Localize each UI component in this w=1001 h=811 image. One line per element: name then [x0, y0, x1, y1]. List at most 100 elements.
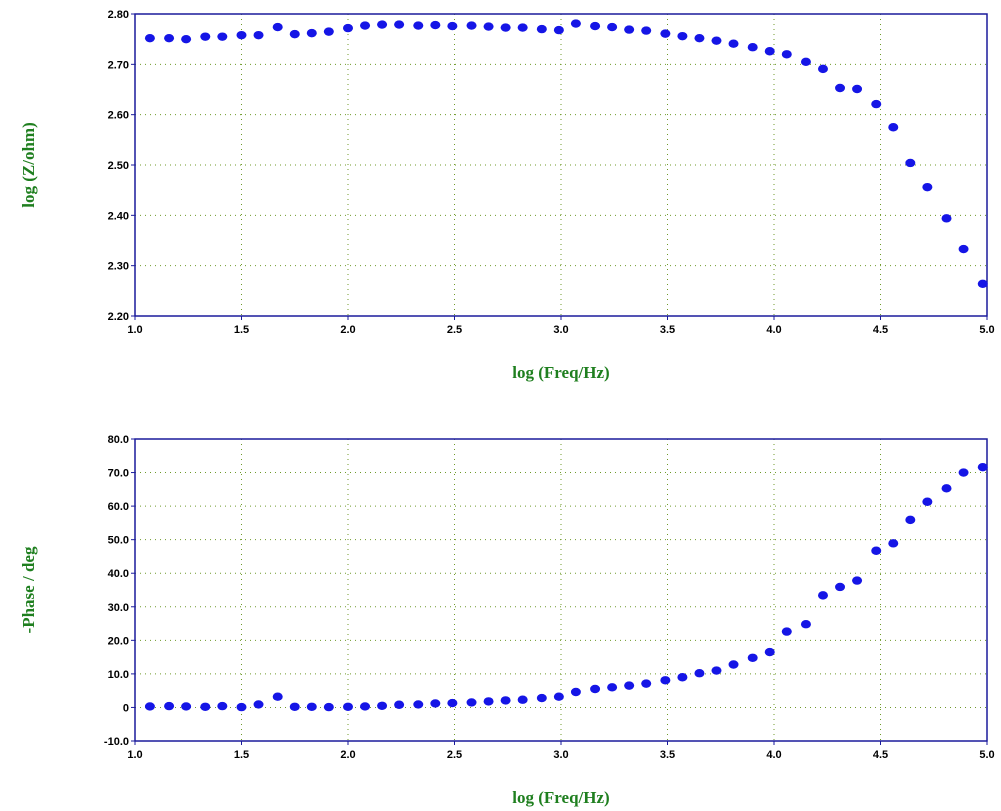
data-point: [817, 64, 828, 74]
data-point: [852, 84, 863, 94]
data-point: [835, 83, 846, 93]
data-point: [272, 22, 283, 32]
data-point: [570, 687, 581, 697]
x-tick-label: 4.5: [873, 749, 888, 761]
data-point: [607, 683, 618, 692]
data-point: [711, 36, 722, 45]
data-point: [835, 582, 846, 592]
data-point: [624, 681, 635, 690]
data-point: [236, 30, 247, 40]
y-tick-label: 30.0: [108, 602, 129, 614]
y-tick-label: 40.0: [108, 568, 129, 580]
data-point: [343, 23, 353, 33]
data-point: [941, 214, 952, 223]
data-point: [922, 182, 933, 192]
data-point: [977, 462, 988, 472]
y-tick-label: 0: [123, 702, 129, 714]
data-point: [590, 21, 601, 31]
x-tick-label: 2.0: [340, 749, 355, 761]
data-point: [144, 33, 155, 43]
data-point: [306, 702, 317, 711]
data-point: [517, 695, 528, 704]
x-tick-label: 4.5: [873, 324, 888, 336]
data-point: [607, 22, 618, 32]
data-point: [447, 21, 458, 31]
x-tick-label: 1.5: [234, 324, 249, 336]
y-tick-label: 2.80: [108, 9, 129, 21]
x-tick-label: 4.0: [766, 749, 781, 761]
data-point: [536, 24, 547, 34]
data-point: [164, 701, 175, 711]
data-point: [922, 497, 933, 506]
y-tick-label: 20.0: [108, 635, 129, 647]
data-point: [660, 676, 671, 685]
data-point: [236, 702, 247, 712]
y-tick-label: 2.30: [108, 261, 129, 273]
x-tick-label: 3.5: [660, 749, 675, 761]
data-point: [217, 32, 228, 41]
data-point: [306, 28, 317, 38]
data-point: [377, 701, 388, 710]
y-tick-label: 50.0: [108, 535, 129, 547]
log-impedance-chart: 1.0 1.5 2.0 2.5 3.0 3.5 4.0 4.5 5.0 2.20 2.30 2.40 2…: [19, 9, 995, 382]
data-point: [905, 515, 916, 525]
data-point: [677, 673, 688, 682]
data-point: [181, 34, 192, 44]
x-axis-label: log (Freq/Hz): [512, 363, 609, 382]
data-point: [323, 27, 334, 36]
y-tick-label: 2.60: [108, 110, 129, 122]
y-axis-label: -Phase / deg: [19, 546, 38, 633]
y-tick-label: 10.0: [108, 669, 129, 681]
data-point: [747, 43, 758, 52]
data-point: [852, 576, 863, 585]
x-tick-label: 1.5: [234, 749, 249, 761]
data-point: [200, 702, 211, 711]
data-point: [253, 700, 264, 709]
data-point: [483, 22, 494, 31]
x-tick-label: 1.0: [127, 324, 142, 336]
data-point: [728, 39, 739, 48]
data-point: [764, 647, 775, 657]
data-point: [888, 123, 899, 132]
data-point: [764, 47, 775, 56]
data-point: [164, 33, 175, 43]
x-tick-label: 1.0: [127, 749, 142, 761]
data-point: [536, 693, 547, 703]
data-point: [360, 21, 371, 30]
data-point: [800, 620, 811, 629]
data-point: [553, 692, 564, 701]
data-point: [747, 653, 758, 662]
data-point: [289, 702, 300, 711]
data-point: [343, 702, 353, 711]
x-tick-label: 2.0: [340, 324, 355, 336]
data-point: [905, 158, 916, 168]
data-point: [466, 21, 477, 30]
data-point: [888, 539, 899, 548]
data-point: [253, 30, 264, 40]
data-point: [144, 702, 155, 711]
x-tick-label: 3.5: [660, 324, 675, 336]
data-point: [590, 684, 601, 694]
data-point: [958, 244, 969, 254]
x-tick-label: 3.0: [553, 749, 568, 761]
data-point: [781, 627, 792, 636]
data-point: [677, 31, 688, 41]
data-point: [394, 20, 405, 29]
data-point: [181, 702, 192, 711]
data-point: [517, 23, 528, 32]
y-tick-label: 2.20: [108, 311, 129, 323]
data-point: [430, 699, 441, 708]
data-point: [466, 698, 477, 707]
data-point: [483, 697, 494, 706]
x-tick-label: 4.0: [766, 324, 781, 336]
y-axis-label: log (Z/ohm): [19, 122, 38, 207]
data-point: [977, 279, 988, 288]
y-tick-label: 70.0: [108, 468, 129, 480]
data-point: [871, 546, 882, 555]
data-point: [377, 20, 388, 29]
y-tick-label: 80.0: [108, 434, 129, 446]
x-axis-label: log (Freq/Hz): [512, 788, 609, 807]
data-point: [800, 57, 811, 67]
data-point: [958, 468, 969, 477]
